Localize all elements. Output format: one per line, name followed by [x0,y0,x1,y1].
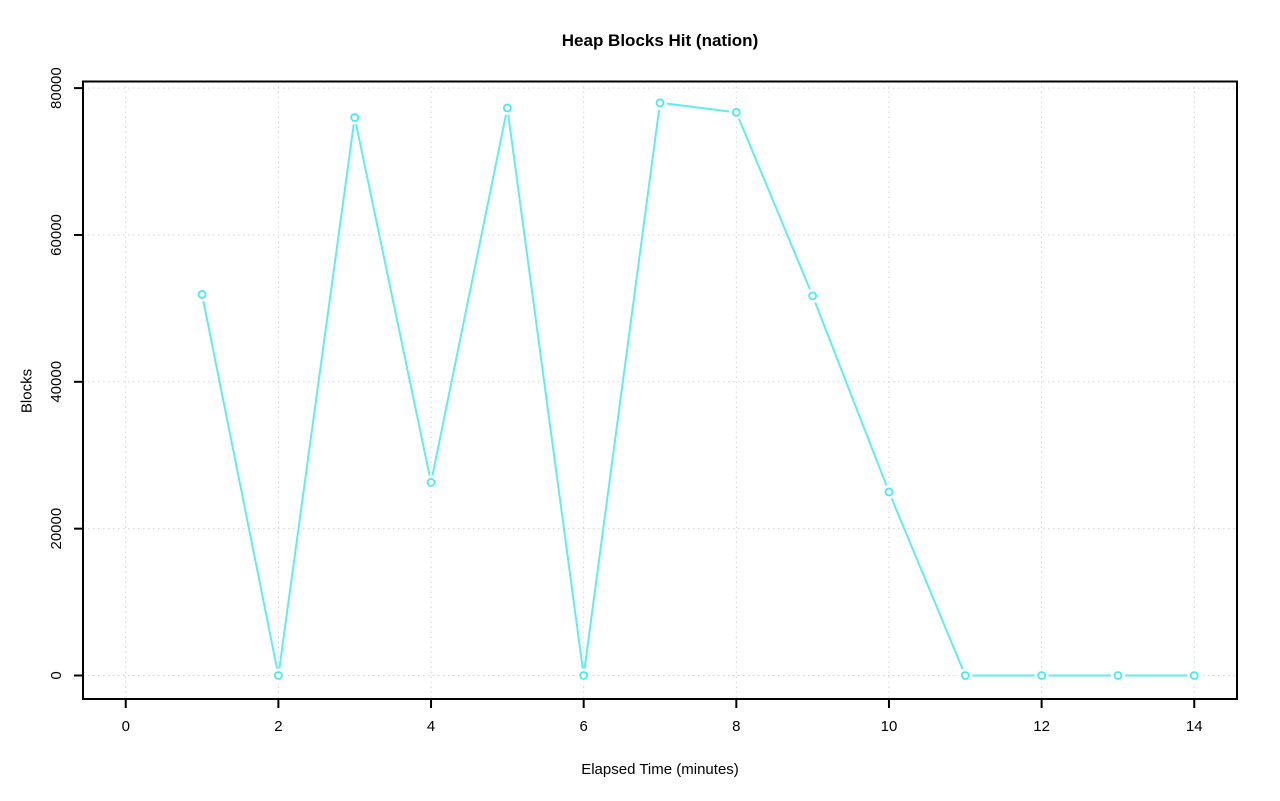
marker-halo [958,668,973,683]
marker-halo [347,110,362,125]
marker-halo [576,668,591,683]
x-tick-label: 0 [122,718,130,735]
y-tick-label: 20000 [48,508,65,550]
data-point [426,477,436,487]
data-point [960,671,970,680]
x-tick-label: 14 [1186,718,1203,735]
y-tick-label: 0 [48,671,65,679]
marker-halo [653,95,667,110]
data-point [273,671,283,680]
marker-halo [881,484,896,499]
y-axis-label-text: Blocks [18,368,36,414]
plot-box [82,80,1238,700]
data-point [502,103,512,113]
x-tick-label: 10 [881,718,898,735]
y-tick-label: 60000 [48,214,65,256]
y-tick-label: 80000 [48,67,65,109]
data-point [197,290,207,299]
y-tick-label: 40000 [48,361,65,403]
marker-halo [195,287,210,302]
data-point [1189,671,1199,680]
chart-title: Heap Blocks Hit (nation) [561,31,759,50]
data-point [350,113,360,122]
x-tick-label: 2 [274,718,282,735]
marker-halo [729,105,744,120]
marker-halo [500,100,515,115]
marker-halo [1110,668,1125,683]
x-tick-label: 4 [427,718,435,735]
data-point [1113,671,1123,680]
x-tick-label: 6 [580,718,588,735]
data-point [579,671,589,680]
marker-halo [805,288,820,303]
data-point [655,98,665,108]
marker-halo [1034,668,1049,683]
x-axis-label: Elapsed Time (minutes) [581,761,739,778]
marker-halo [424,475,439,490]
data-point [731,107,741,117]
data-point [884,487,894,497]
x-tick-label: 8 [732,718,740,735]
data-line [201,101,1195,677]
data-point [1037,671,1047,680]
data-point [808,291,818,301]
x-tick-label: 12 [1033,718,1050,735]
marker-halo [1187,668,1202,683]
marker-halo [271,668,286,683]
